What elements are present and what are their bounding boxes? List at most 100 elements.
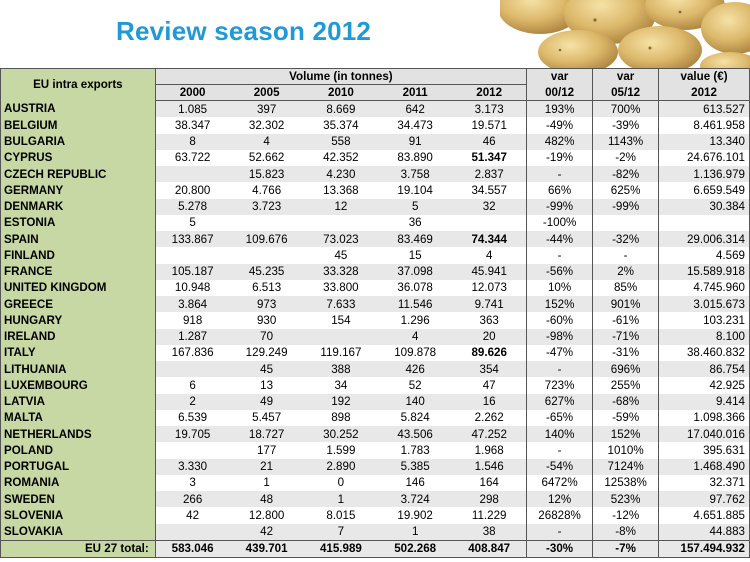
volume-cell-2000: 1.085 <box>155 100 230 118</box>
var-cell-05-12: -31% <box>592 344 659 361</box>
var-cell-00-12: 10% <box>526 279 593 296</box>
value-cell-2012 <box>658 214 750 231</box>
exports-table-container: EU intra exports Volume (in tonnes) var … <box>0 68 750 562</box>
var-cell-00-12: - <box>526 523 593 541</box>
var-cell-00-12: -49% <box>526 117 593 134</box>
var-cell-00-12: -44% <box>526 231 593 248</box>
value-cell-2012: 613.527 <box>658 100 750 118</box>
var-cell-00-12: - <box>526 166 593 183</box>
volume-cell-2012: 16 <box>452 393 527 410</box>
year-header-2012: 2012 <box>452 84 527 101</box>
country-cell: ESTONIA <box>0 214 156 231</box>
volume-cell-2000: 20.800 <box>155 182 230 199</box>
total-volume-2005: 439.701 <box>229 539 304 559</box>
country-cell: LATVIA <box>0 393 156 410</box>
var-cell-05-12: 625% <box>592 182 659 199</box>
volume-cell-2005: 12.800 <box>229 507 304 524</box>
var-cell-05-12: -59% <box>592 409 659 426</box>
value-cell-2012: 4.569 <box>658 247 750 264</box>
value-cell-2012: 3.015.673 <box>658 296 750 313</box>
country-cell: SPAIN <box>0 231 156 248</box>
volume-cell-2000: 38.347 <box>155 117 230 134</box>
volume-cell-2012: 9.741 <box>452 296 527 313</box>
country-cell: UNITED KINGDOM <box>0 279 156 296</box>
volume-cell-2010: 7 <box>303 523 379 541</box>
volume-cell-2010: 73.023 <box>303 231 379 248</box>
country-cell: HUNGARY <box>0 312 156 329</box>
volume-cell-2005: 177 <box>229 442 304 459</box>
value-cell-2012: 1.468.490 <box>658 458 750 475</box>
table-row: IRELAND 1.287 70 4 20 -98% -71% 8.100 <box>0 328 750 345</box>
volume-header: Volume (in tonnes) <box>155 68 527 85</box>
var-cell-00-12: 152% <box>526 296 593 313</box>
volume-cell-2011: 37.098 <box>378 263 453 280</box>
volume-cell-2011: 1.296 <box>378 312 453 329</box>
var-cell-05-12: 700% <box>592 100 659 118</box>
volume-cell-2011: 36 <box>378 214 453 231</box>
volume-cell-2011: 3.758 <box>378 166 453 183</box>
value-cell-2012: 1.136.979 <box>658 166 750 183</box>
country-cell: NETHERLANDS <box>0 426 156 443</box>
volume-cell-2012: 45.941 <box>452 263 527 280</box>
value-header: value (€) <box>658 68 750 85</box>
volume-cell-2012: 1.546 <box>452 458 527 475</box>
var-cell-00-12: 140% <box>526 426 593 443</box>
var-cell-00-12: 482% <box>526 133 593 150</box>
volume-cell-2010: 8.669 <box>303 100 379 118</box>
table-row: POLAND 177 1.599 1.783 1.968-1010% 395.631 <box>0 442 750 459</box>
value-cell-2012: 8.100 <box>658 328 750 345</box>
year-header-2000: 2000 <box>155 84 230 101</box>
volume-cell-2011: 91 <box>378 133 453 150</box>
volume-cell-2000: 2 <box>155 393 230 410</box>
volume-cell-2000: 266 <box>155 491 230 508</box>
country-cell: GREECE <box>0 296 156 313</box>
var-cell-05-12: -12% <box>592 507 659 524</box>
volume-cell-2000: 5.278 <box>155 198 230 215</box>
table-body: AUSTRIA 1.085 397 8.669 642 3.173 193% 700% 613.… <box>0 100 750 559</box>
value-subheader-2012: 2012 <box>658 84 750 101</box>
var-cell-05-12: -99% <box>592 198 659 215</box>
var-cell-05-12 <box>592 214 659 231</box>
value-cell-2012: 86.754 <box>658 361 750 378</box>
volume-cell-2012: 34.557 <box>452 182 527 199</box>
country-cell: ITALY <box>0 344 156 361</box>
var-cell-00-12: -54% <box>526 458 593 475</box>
volume-cell-2012: 164 <box>452 474 527 491</box>
volume-cell-2000: 3 <box>155 474 230 491</box>
volume-cell-2010: 12 <box>303 198 379 215</box>
country-cell: DENMARK <box>0 198 156 215</box>
volume-cell-2010: 33.800 <box>303 279 379 296</box>
country-cell: MALTA <box>0 409 156 426</box>
volume-cell-2010: 30.252 <box>303 426 379 443</box>
var-cell-05-12: 7124% <box>592 458 659 475</box>
var-subheader-05-12: 05/12 <box>592 84 659 101</box>
var-cell-00-12: 193% <box>526 100 593 118</box>
volume-cell-2011: 5.824 <box>378 409 453 426</box>
value-cell-2012: 4.651.885 <box>658 507 750 524</box>
total-row: EU 27 total: 583.046 439.701 415.989 502.268… <box>0 539 750 559</box>
volume-cell-2005: 397 <box>229 100 304 118</box>
volume-cell-2010: 33.328 <box>303 263 379 280</box>
volume-cell-2011: 5.385 <box>378 458 453 475</box>
table-row: FRANCE 105.187 45.235 33.328 37.098 45.941 -56… <box>0 263 750 280</box>
value-cell-2012: 44.883 <box>658 523 750 541</box>
volume-cell-2005: 4.766 <box>229 182 304 199</box>
volume-cell-2011: 52 <box>378 377 453 394</box>
value-cell-2012: 395.631 <box>658 442 750 459</box>
volume-cell-2012: 32 <box>452 198 527 215</box>
volume-cell-2010: 34 <box>303 377 379 394</box>
volume-cell-2010: 898 <box>303 409 379 426</box>
country-cell: BELGIUM <box>0 117 156 134</box>
volume-cell-2011: 83.890 <box>378 149 453 166</box>
value-cell-2012: 9.414 <box>658 393 750 410</box>
volume-cell-2005: 52.662 <box>229 149 304 166</box>
volume-cell-2011: 11.546 <box>378 296 453 313</box>
volume-cell-2000: 1.287 <box>155 328 230 345</box>
volume-cell-2000 <box>155 442 230 459</box>
volume-cell-2010: 154 <box>303 312 379 329</box>
value-cell-2012: 24.676.101 <box>658 149 750 166</box>
country-cell: LUXEMBOURG <box>0 377 156 394</box>
volume-cell-2005: 4 <box>229 133 304 150</box>
value-cell-2012: 103.231 <box>658 312 750 329</box>
table-row: NETHERLANDS 19.705 18.727 30.252 43.506 47.25… <box>0 426 750 443</box>
